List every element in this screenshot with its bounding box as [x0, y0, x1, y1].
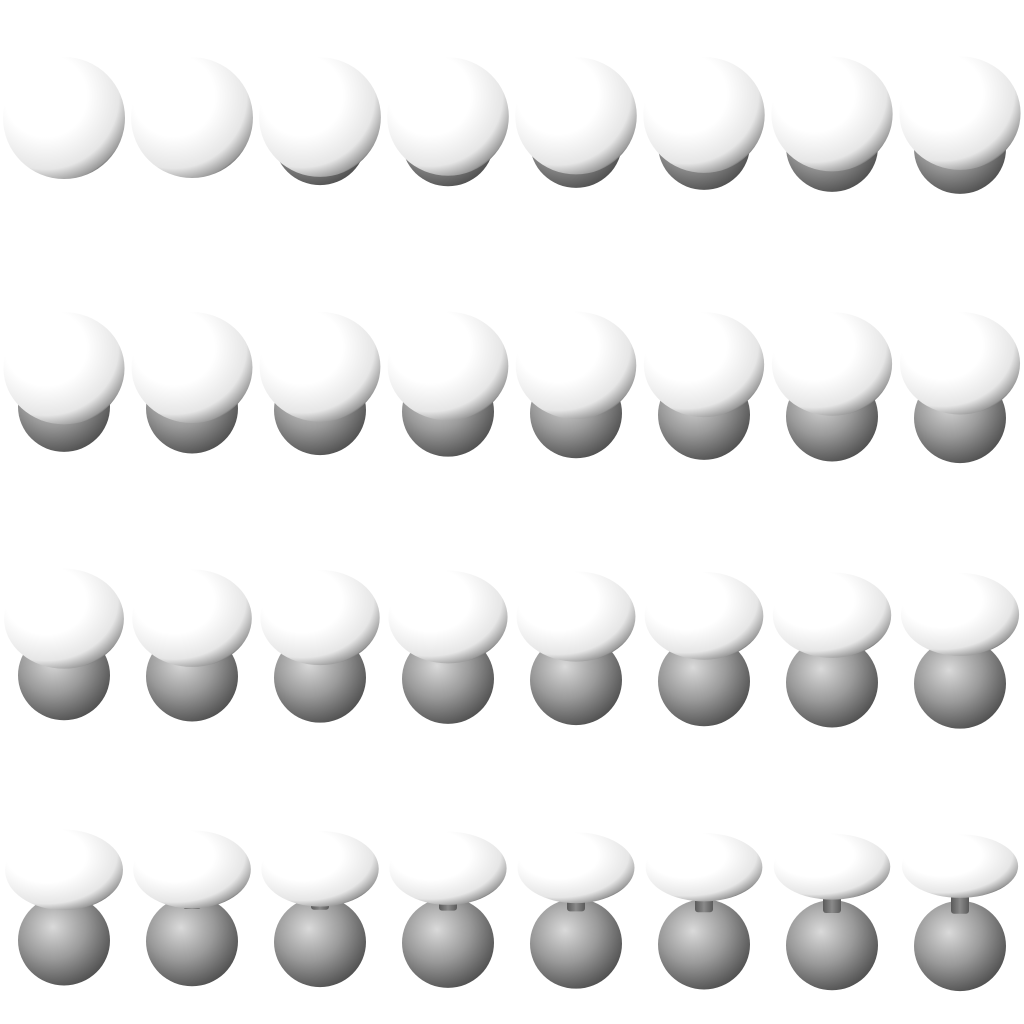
cap-sphere — [260, 570, 379, 665]
base-ball — [146, 896, 238, 986]
cap-sphere — [133, 830, 251, 908]
frame — [131, 57, 253, 178]
base-ball — [530, 899, 622, 989]
base-ball — [274, 897, 366, 987]
cap-sphere — [899, 56, 1020, 169]
cap-sphere — [517, 571, 636, 661]
cap-sphere — [774, 834, 890, 900]
frame — [3, 57, 125, 179]
cap-sphere — [387, 57, 509, 175]
cap-sphere — [132, 312, 253, 423]
cap-sphere — [261, 831, 378, 907]
base-ball — [914, 901, 1006, 991]
cap-sphere — [4, 569, 124, 669]
cap-sphere — [3, 57, 125, 179]
cap-sphere — [773, 572, 891, 657]
cap-sphere — [131, 57, 253, 178]
cap-sphere — [389, 832, 506, 905]
cap-sphere — [260, 312, 381, 422]
cap-sphere — [516, 312, 637, 419]
cap-sphere — [5, 830, 123, 911]
cap-sphere — [643, 57, 764, 173]
cap-sphere — [644, 312, 764, 417]
cap-sphere — [259, 57, 381, 177]
cap-sphere — [645, 572, 764, 660]
cap-sphere — [132, 569, 252, 667]
cap-sphere — [388, 312, 509, 421]
cap-sphere — [646, 833, 763, 901]
cap-sphere — [3, 312, 124, 424]
cap-sphere — [771, 57, 892, 172]
base-ball — [402, 898, 494, 988]
cap-sphere — [900, 312, 1020, 414]
cap-sphere — [518, 832, 635, 903]
cap-sphere — [901, 573, 1019, 656]
cap-sphere — [388, 571, 507, 664]
cap-sphere — [515, 57, 637, 174]
cap-sphere — [772, 312, 892, 416]
cap-sphere — [902, 834, 1018, 897]
base-ball — [658, 899, 750, 989]
base-ball — [786, 900, 878, 990]
